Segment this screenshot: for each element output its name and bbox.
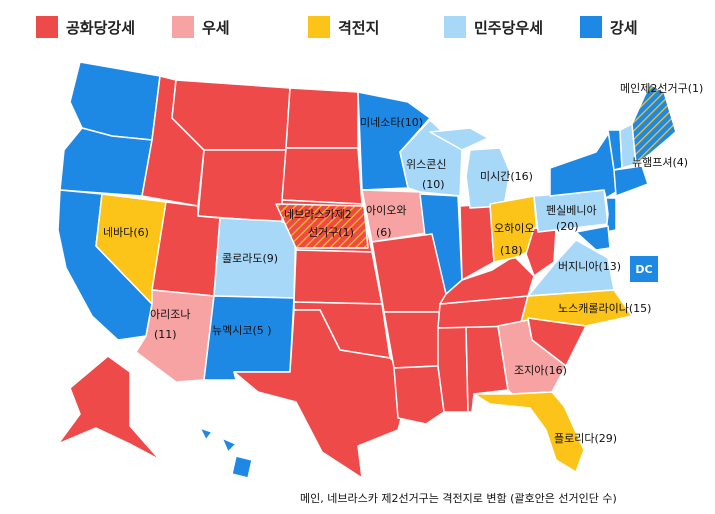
legend-item: 민주당우세 bbox=[444, 16, 543, 38]
label-minnesota: 미네소타(10) bbox=[360, 116, 423, 129]
label-new-hampshire: 뉴햄프셔(4) bbox=[632, 156, 688, 169]
label-pennsylvania-line1: 펜실베니아 bbox=[546, 204, 597, 217]
legend-swatch bbox=[172, 16, 194, 38]
label-new-mexico: 뉴멕시코(5 ) bbox=[212, 324, 272, 337]
state-indiana bbox=[459, 203, 495, 281]
label-michigan: 미시간(16) bbox=[480, 170, 533, 183]
label-ohio-line1: 오하이오 bbox=[494, 221, 534, 235]
state-south-dakota bbox=[281, 147, 363, 205]
label-florida: 플로리다(29) bbox=[554, 432, 617, 445]
label-ohio-line2: (18) bbox=[500, 244, 523, 257]
state-hawaii bbox=[199, 427, 253, 479]
legend-item: 격전지 bbox=[308, 16, 379, 38]
label-iowa-line1: 아이오와 bbox=[366, 204, 406, 217]
label-arizona-line2: (11) bbox=[154, 328, 177, 341]
label-virginia: 버지니아(13) bbox=[558, 260, 621, 273]
label-arizona-line1: 아리조나 bbox=[150, 308, 190, 321]
district-maine-2 bbox=[631, 83, 677, 165]
state-georgia bbox=[497, 319, 567, 395]
state-louisiana bbox=[393, 365, 445, 425]
label-wisconsin-line2: (10) bbox=[422, 178, 445, 191]
state-massachusetts-ri-ct bbox=[613, 165, 649, 197]
footnote: 메인, 네브라스카 제2선거구는 격전지로 변함 (괄호안은 선거인단 수) bbox=[300, 492, 617, 505]
state-labels: 네바다(6) 네브라스카제2 선거구(1) 아이오와 (6) 미네소타(10) … bbox=[103, 82, 703, 445]
legend-swatch bbox=[580, 16, 602, 38]
state-new-york bbox=[549, 133, 617, 199]
state-mississippi bbox=[437, 325, 469, 413]
state-arkansas bbox=[383, 311, 443, 369]
legend-swatch bbox=[444, 16, 466, 38]
dc-marker: DC bbox=[630, 256, 658, 282]
state-oregon bbox=[59, 127, 153, 197]
state-north-dakota bbox=[285, 87, 359, 149]
label-iowa-line2: (6) bbox=[376, 226, 392, 239]
state-alaska bbox=[57, 355, 161, 461]
label-colorado: 콜로라도(9) bbox=[222, 252, 278, 265]
state-wyoming bbox=[197, 149, 287, 223]
legend-item: 우세 bbox=[172, 16, 230, 38]
legend-label: 민주당우세 bbox=[474, 18, 544, 37]
state-michigan-upper bbox=[429, 127, 489, 151]
label-pennsylvania-line2: (20) bbox=[556, 220, 579, 233]
state-kansas bbox=[293, 249, 383, 305]
legend-item: 강세 bbox=[580, 16, 638, 38]
legend-swatch bbox=[308, 16, 330, 38]
state-new-mexico bbox=[203, 295, 295, 381]
legend-label: 격전지 bbox=[338, 18, 380, 37]
label-georgia: 조지아(16) bbox=[514, 364, 567, 377]
district-nebraska-2 bbox=[275, 203, 369, 249]
label-maine-2: 메인제2선거구(1) bbox=[620, 82, 703, 95]
state-texas bbox=[233, 309, 413, 479]
legend-label: 강세 bbox=[610, 18, 638, 37]
legend-label: 우세 bbox=[202, 18, 230, 37]
label-nebraska-2-line1: 네브라스카제2 bbox=[284, 208, 352, 221]
state-new-jersey bbox=[605, 197, 617, 233]
legend-item: 공화당강세 bbox=[36, 16, 135, 38]
label-nevada: 네바다(6) bbox=[103, 226, 149, 239]
state-missouri bbox=[371, 233, 447, 313]
label-nebraska-2-line2: 선거구(1) bbox=[308, 226, 354, 239]
legend-swatch bbox=[36, 16, 58, 38]
state-kentucky bbox=[439, 255, 535, 305]
label-north-carolina: 노스캐롤라이나(15) bbox=[558, 302, 651, 315]
state-maryland-delaware bbox=[575, 225, 611, 251]
legend: 공화당강세 우세 격전지 민주당우세 강세 bbox=[0, 0, 715, 46]
legend-label: 공화당강세 bbox=[66, 18, 136, 37]
state-florida bbox=[473, 391, 585, 473]
label-wisconsin-line1: 위스콘신 bbox=[406, 158, 446, 171]
